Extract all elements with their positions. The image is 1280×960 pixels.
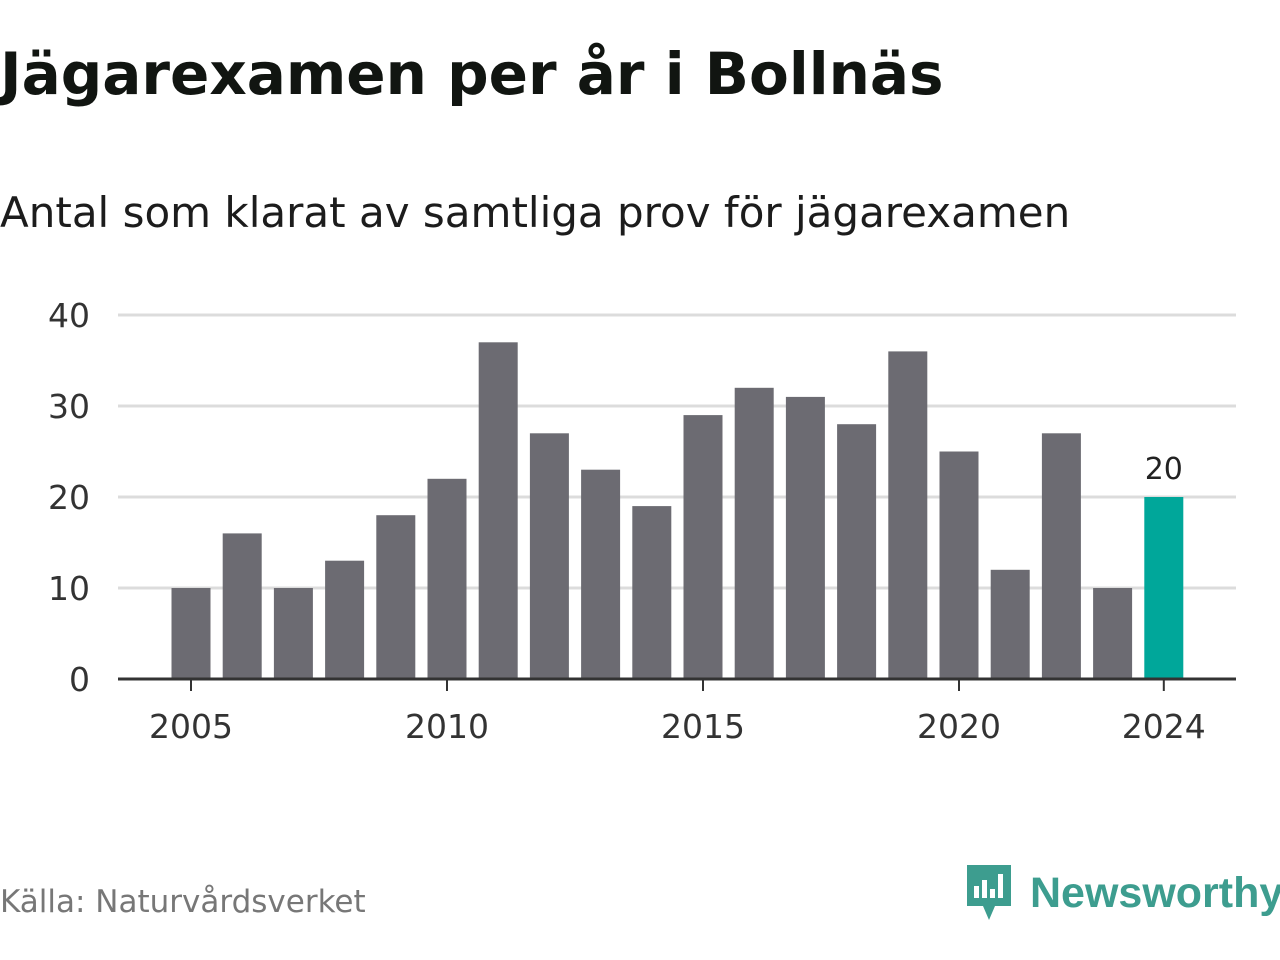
y-tick-label-20: 20 — [48, 478, 90, 517]
brand-name: Newsworthy — [1030, 868, 1280, 917]
x-tick-label-2015: 2015 — [661, 707, 745, 746]
bar-2005 — [171, 588, 211, 679]
bar-2013 — [581, 469, 621, 679]
bar-2014 — [632, 506, 672, 679]
bar-2015 — [683, 415, 723, 679]
y-tick-label-30: 30 — [48, 387, 90, 426]
bar-2012 — [529, 433, 569, 679]
axes — [118, 677, 1236, 691]
newsworthy-logo-icon — [967, 865, 1011, 920]
bar-2010 — [427, 478, 467, 679]
chart-title: Jägarexamen per år i Bollnäs — [0, 40, 944, 108]
source-note: Källa: Naturvårdsverket — [0, 884, 366, 920]
y-tick-label-40: 40 — [48, 296, 90, 335]
y-tick-label-0: 0 — [69, 660, 90, 699]
bar-2016 — [734, 387, 774, 679]
bar-2019 — [888, 351, 928, 679]
bar-2022 — [1041, 433, 1081, 679]
bar-2017 — [785, 396, 825, 679]
tick-labels: 0 10 20 30 40 20 2005 2010 2015 2020 2024 — [48, 296, 1206, 746]
bars — [171, 342, 1184, 679]
bar-2018 — [837, 424, 877, 679]
brand-logo: Newsworthy — [964, 862, 1280, 924]
x-tick-label-2020: 2020 — [917, 707, 1001, 746]
bar-2006 — [222, 533, 262, 679]
chart-subtitle: Antal som klarat av samtliga prov för jä… — [0, 188, 1071, 237]
x-tick-label-2024: 2024 — [1122, 707, 1206, 746]
y-tick-label-10: 10 — [48, 569, 90, 608]
bar-2007 — [273, 588, 313, 679]
bar-chart: 0 10 20 30 40 20 2005 2010 2015 2020 2024 — [48, 296, 1236, 746]
bar-2024 — [1144, 497, 1184, 679]
bar-2009 — [376, 515, 416, 679]
x-tick-label-2010: 2010 — [405, 707, 489, 746]
bar-2023 — [1093, 588, 1133, 679]
bar-2011 — [478, 342, 518, 679]
data-label-2024: 20 — [1145, 452, 1183, 487]
bar-2020 — [939, 451, 979, 679]
bar-2021 — [990, 569, 1030, 679]
bar-2008 — [325, 560, 365, 679]
x-tick-label-2005: 2005 — [149, 707, 233, 746]
